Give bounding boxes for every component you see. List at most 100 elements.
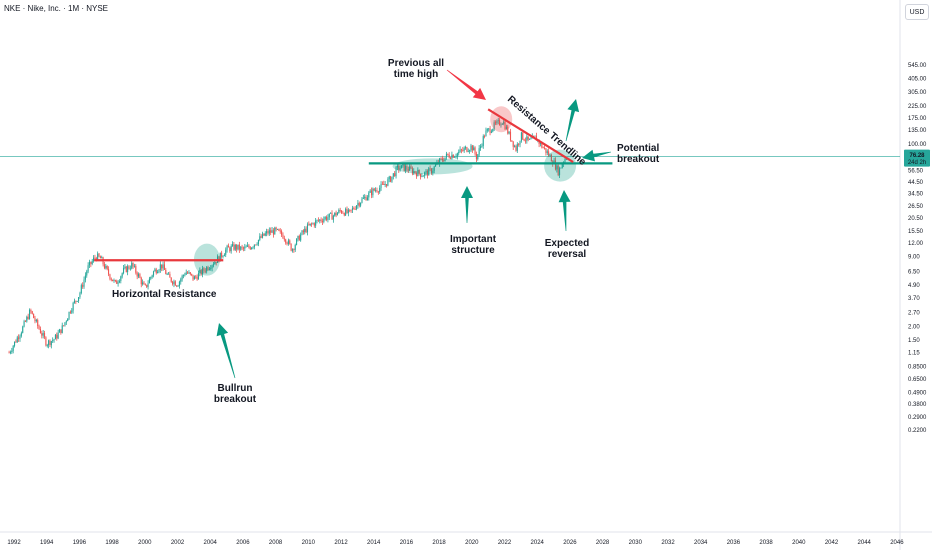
candle-body: [300, 234, 302, 241]
candle-body: [312, 223, 314, 225]
candle-body: [330, 212, 332, 214]
candle-body: [128, 266, 130, 269]
candle-body: [125, 266, 127, 273]
candle-body: [298, 235, 300, 241]
candle-body: [191, 273, 193, 275]
candle-body: [558, 168, 561, 176]
candle-body: [142, 282, 144, 285]
y-tick-label: 175.00: [908, 116, 927, 122]
candle-body: [155, 269, 157, 274]
candle-body: [146, 284, 148, 287]
candle-body: [172, 281, 174, 285]
candle-body: [556, 165, 558, 170]
candle-body: [395, 167, 397, 177]
candle-body: [256, 244, 258, 245]
candle-body: [413, 171, 415, 174]
candle-body: [358, 202, 360, 206]
x-tick-label: 2008: [269, 540, 283, 546]
candle-body: [231, 244, 234, 247]
candle-body: [505, 126, 507, 130]
candle-body: [459, 149, 461, 152]
candle-body: [233, 244, 235, 250]
candle-body: [478, 148, 480, 155]
candle-body: [388, 176, 390, 180]
candle-body: [560, 167, 562, 169]
y-tick-label: 26.50: [908, 204, 924, 210]
x-tick-label: 1996: [73, 540, 87, 546]
candle-body: [366, 197, 368, 201]
candle-body: [229, 247, 231, 252]
candle-body: [203, 268, 205, 271]
important-structure-label: Important: [450, 234, 497, 245]
candle-body: [368, 192, 370, 198]
candle-body: [428, 168, 430, 176]
x-tick-label: 2004: [204, 540, 218, 546]
candle-body: [84, 275, 86, 280]
candle-body: [46, 345, 48, 346]
x-tick-label: 2018: [432, 540, 446, 546]
candle-body: [43, 333, 46, 338]
candle-body: [108, 269, 110, 275]
candle-body: [290, 243, 292, 251]
candle-body: [132, 262, 134, 267]
candle-body: [131, 262, 133, 269]
candle-body: [8, 352, 10, 354]
candle-body: [321, 221, 324, 222]
candle-body: [272, 230, 274, 235]
y-tick-label: 4.90: [908, 283, 920, 289]
candle-body: [443, 160, 445, 162]
x-tick-label: 2042: [825, 540, 839, 546]
candle-body: [346, 208, 348, 214]
candle-body: [392, 173, 394, 177]
candle-body: [564, 159, 566, 163]
candle-body: [246, 245, 249, 247]
candle-body: [199, 270, 201, 274]
candle-body: [420, 173, 422, 177]
x-tick-label: 2046: [890, 540, 904, 546]
candle-body: [415, 173, 418, 177]
candle-body: [177, 285, 179, 287]
candle-body: [345, 208, 347, 216]
currency-button[interactable]: USD: [905, 4, 929, 20]
y-tick-label: 34.50: [908, 192, 924, 198]
candle-body: [441, 158, 443, 161]
candle-body: [200, 270, 202, 275]
candle-body: [460, 149, 462, 151]
candle-body: [94, 257, 96, 259]
candle-body: [516, 144, 518, 151]
x-tick-label: 1992: [7, 540, 21, 546]
candle-body: [370, 190, 373, 196]
x-tick-label: 2012: [334, 540, 348, 546]
candle-body: [178, 281, 180, 286]
candle-body: [496, 121, 498, 124]
candle-body: [481, 145, 483, 147]
candle-body: [417, 169, 419, 177]
chart-header: NKE · Nike, Inc. · 1M · NYSE: [4, 4, 109, 13]
candle-body: [211, 265, 213, 269]
candle-body: [548, 151, 550, 156]
candle-body: [530, 138, 532, 140]
candle-body: [176, 285, 178, 287]
candle-body: [541, 142, 543, 148]
candle-body: [519, 140, 521, 145]
candle-body: [458, 151, 460, 154]
candle-body: [79, 293, 81, 298]
candle-body: [302, 230, 304, 233]
candle-body: [162, 264, 164, 269]
candle-body: [369, 190, 371, 193]
candle-body: [283, 238, 285, 240]
candle-body: [504, 121, 506, 130]
candle-body: [214, 262, 216, 265]
structure-arrow: [461, 186, 473, 223]
previous-ath-label: time high: [394, 69, 438, 80]
candle-body: [83, 279, 85, 287]
candle-body: [151, 275, 153, 278]
candle-body: [13, 341, 16, 346]
candle-body: [113, 280, 115, 282]
x-tick-label: 2040: [792, 540, 806, 546]
candle-body: [121, 273, 123, 277]
y-tick-label: 545.00: [908, 63, 927, 69]
important-structure-label: structure: [451, 245, 495, 256]
candle-body: [42, 333, 44, 336]
candle-body: [204, 270, 206, 272]
